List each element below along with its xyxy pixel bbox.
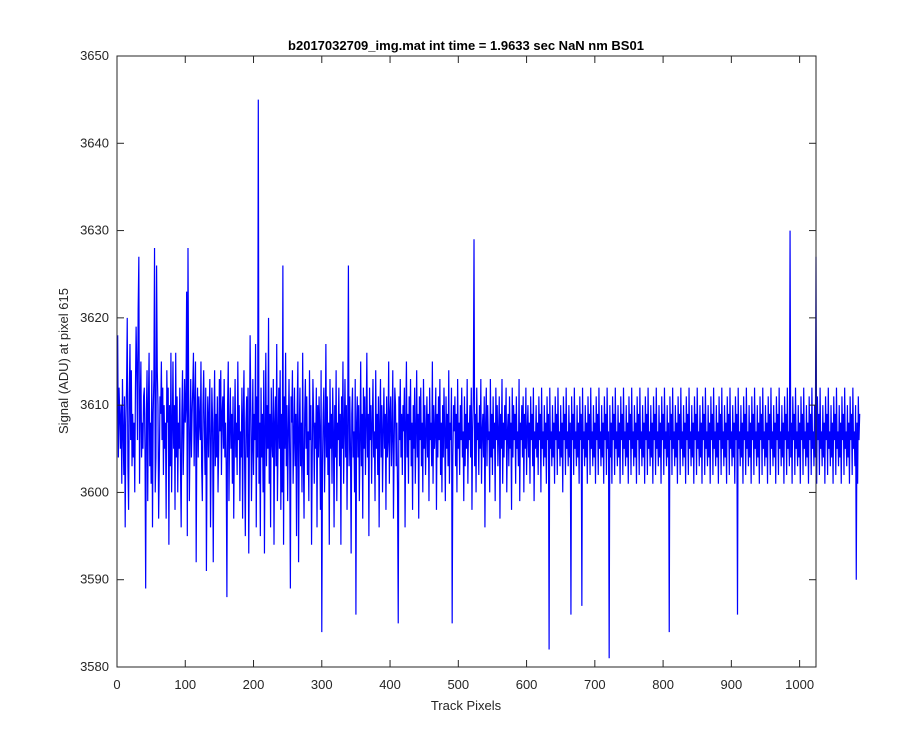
x-axis-label: Track Pixels <box>431 698 502 713</box>
y-tick-label: 3590 <box>80 572 109 587</box>
series-layer <box>117 99 861 659</box>
y-axis: 3580 3590 3600 3610 3620 3630 3640 3650 <box>80 48 816 674</box>
plot-background <box>117 56 816 667</box>
x-tick-label: 0 <box>113 677 120 692</box>
y-tick-label: 3650 <box>80 48 109 63</box>
y-tick-label: 3630 <box>80 223 109 238</box>
x-tick-label: 400 <box>379 677 401 692</box>
y-tick-label: 3600 <box>80 484 109 499</box>
series-line-0 <box>117 99 861 659</box>
y-tick-label: 3640 <box>80 135 109 150</box>
x-tick-label: 700 <box>584 677 606 692</box>
y-axis-label: Signal (ADU) at pixel 615 <box>56 288 71 434</box>
y-tick-label: 3610 <box>80 397 109 412</box>
y-tick-label: 3580 <box>80 659 109 674</box>
y-tick-label: 3620 <box>80 310 109 325</box>
x-tick-label: 600 <box>516 677 538 692</box>
x-tick-label: 200 <box>243 677 265 692</box>
x-tick-label: 1000 <box>785 677 814 692</box>
x-tick-label: 800 <box>652 677 674 692</box>
chart-title: b2017032709_img.mat int time = 1.9633 se… <box>288 38 644 53</box>
x-tick-label: 100 <box>174 677 196 692</box>
x-tick-label: 300 <box>311 677 333 692</box>
x-axis: 0 100 200 300 400 500 600 700 800 900 1000 <box>113 56 814 692</box>
x-tick-label: 900 <box>721 677 743 692</box>
axes-box <box>116 55 817 668</box>
x-tick-label: 500 <box>447 677 469 692</box>
